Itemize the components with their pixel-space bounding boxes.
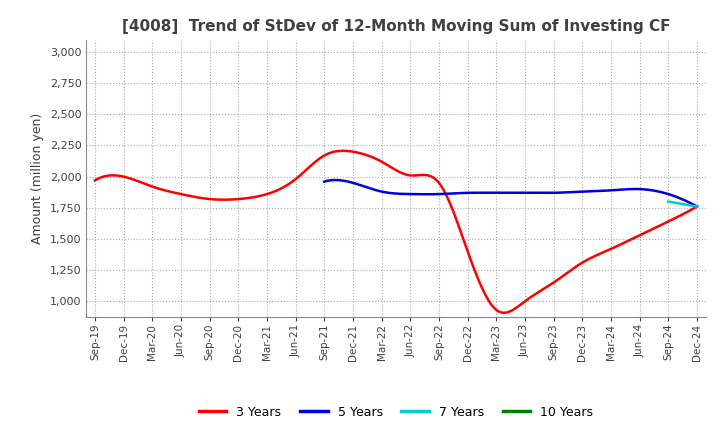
5 Years bbox=[320, 179, 328, 184]
3 Years bbox=[338, 148, 347, 154]
5 Years bbox=[331, 177, 340, 183]
Title: [4008]  Trend of StDev of 12-Month Moving Sum of Investing CF: [4008] Trend of StDev of 12-Month Moving… bbox=[122, 19, 670, 34]
3 Years bbox=[461, 242, 469, 248]
7 Years bbox=[664, 199, 672, 204]
Line: 3 Years: 3 Years bbox=[95, 151, 697, 313]
Line: 5 Years: 5 Years bbox=[324, 180, 697, 206]
Y-axis label: Amount (million yen): Amount (million yen) bbox=[31, 113, 44, 244]
3 Years bbox=[451, 214, 459, 220]
7 Years bbox=[693, 204, 701, 209]
3 Years bbox=[449, 209, 458, 214]
3 Years bbox=[93, 176, 102, 182]
5 Years bbox=[321, 179, 330, 184]
3 Years bbox=[500, 310, 508, 315]
Line: 7 Years: 7 Years bbox=[668, 202, 697, 206]
Legend: 3 Years, 5 Years, 7 Years, 10 Years: 3 Years, 5 Years, 7 Years, 10 Years bbox=[194, 401, 598, 424]
5 Years bbox=[549, 190, 558, 195]
5 Years bbox=[659, 190, 667, 195]
3 Years bbox=[693, 204, 701, 209]
5 Years bbox=[543, 190, 552, 195]
5 Years bbox=[693, 204, 701, 209]
3 Years bbox=[91, 178, 99, 183]
5 Years bbox=[542, 190, 551, 195]
3 Years bbox=[602, 248, 611, 253]
3 Years bbox=[640, 230, 649, 235]
5 Years bbox=[635, 187, 644, 192]
